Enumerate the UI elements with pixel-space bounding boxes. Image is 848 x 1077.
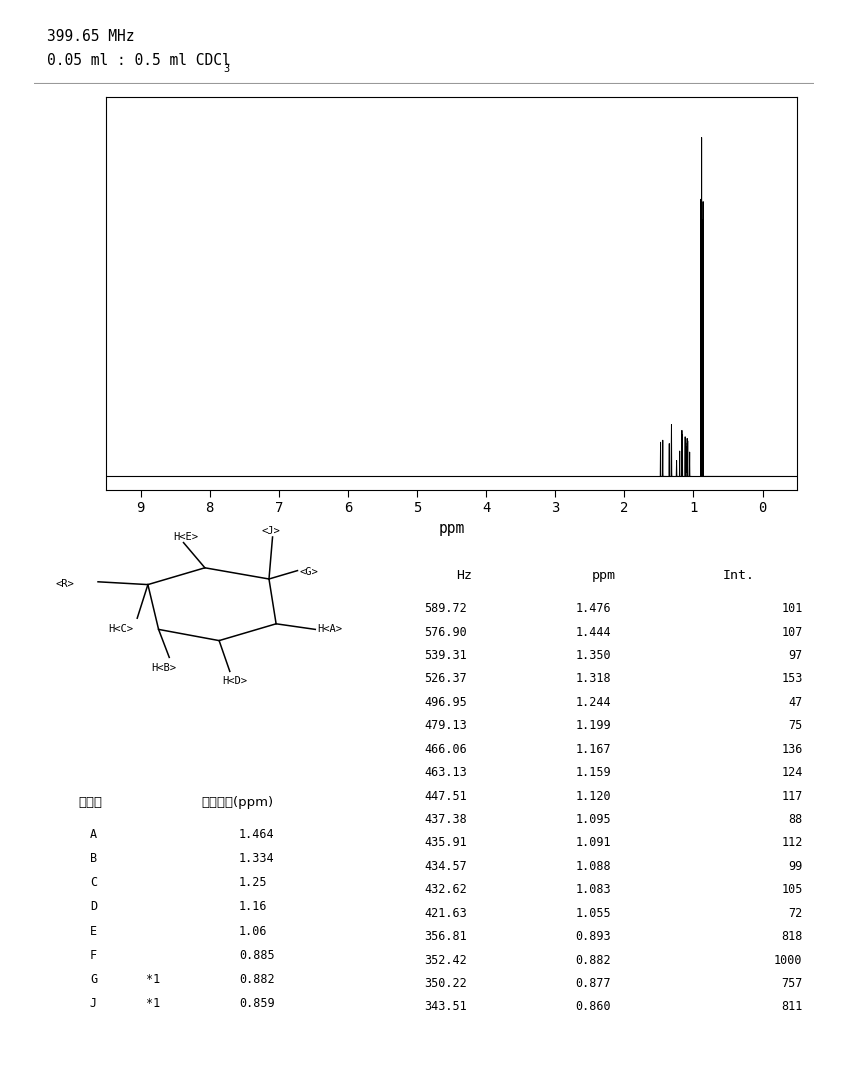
Text: 1.244: 1.244 (576, 696, 611, 709)
Text: <R>: <R> (55, 579, 74, 589)
Text: 432.62: 432.62 (424, 883, 466, 896)
Text: 107: 107 (781, 626, 802, 639)
Text: 466.06: 466.06 (424, 743, 466, 756)
Text: 576.90: 576.90 (424, 626, 466, 639)
Text: 化学位移(ppm): 化学位移(ppm) (202, 796, 274, 809)
Text: 1.06: 1.06 (239, 924, 268, 938)
Text: 447.51: 447.51 (424, 789, 466, 802)
Text: 1.350: 1.350 (576, 649, 611, 662)
Text: E: E (90, 924, 97, 938)
Text: 1.16: 1.16 (239, 900, 268, 913)
Text: <J>: <J> (262, 527, 281, 536)
Text: 47: 47 (789, 696, 802, 709)
Text: 0.860: 0.860 (576, 1001, 611, 1013)
Text: 757: 757 (781, 977, 802, 990)
Text: 526.37: 526.37 (424, 672, 466, 685)
Text: 1.095: 1.095 (576, 813, 611, 826)
Text: 88: 88 (789, 813, 802, 826)
Text: 479.13: 479.13 (424, 719, 466, 732)
Text: 496.95: 496.95 (424, 696, 466, 709)
Text: 818: 818 (781, 931, 802, 943)
Text: 1.25: 1.25 (239, 876, 268, 890)
Text: Int.: Int. (722, 569, 755, 582)
Text: 1.167: 1.167 (576, 743, 611, 756)
Text: 463.13: 463.13 (424, 766, 466, 779)
Text: D: D (90, 900, 97, 913)
Text: 1.159: 1.159 (576, 766, 611, 779)
Text: 1.318: 1.318 (576, 672, 611, 685)
Text: 标记氢: 标记氢 (79, 796, 103, 809)
Text: 105: 105 (781, 883, 802, 896)
Text: 75: 75 (789, 719, 802, 732)
Text: Hz: Hz (456, 569, 471, 582)
Text: 1.476: 1.476 (576, 602, 611, 615)
Text: H<E>: H<E> (173, 532, 198, 542)
Text: 1.055: 1.055 (576, 907, 611, 920)
Text: 3: 3 (224, 65, 230, 74)
Text: 99: 99 (789, 859, 802, 872)
Text: 1.199: 1.199 (576, 719, 611, 732)
Text: G: G (90, 973, 97, 987)
Text: 1.091: 1.091 (576, 837, 611, 850)
Text: *1: *1 (146, 997, 160, 1010)
Text: 97: 97 (789, 649, 802, 662)
Text: H<C>: H<C> (109, 625, 134, 634)
Text: 399.65 MHz: 399.65 MHz (47, 29, 134, 44)
Text: 1000: 1000 (774, 953, 802, 967)
Text: 0.882: 0.882 (239, 973, 275, 987)
Text: 0.05 ml : 0.5 ml CDCl: 0.05 ml : 0.5 ml CDCl (47, 53, 231, 68)
Text: 1.083: 1.083 (576, 883, 611, 896)
Text: 352.42: 352.42 (424, 953, 466, 967)
Text: 117: 117 (781, 789, 802, 802)
Text: 101: 101 (781, 602, 802, 615)
Text: 136: 136 (781, 743, 802, 756)
Text: 0.877: 0.877 (576, 977, 611, 990)
Text: 1.464: 1.464 (239, 827, 275, 841)
Text: 356.81: 356.81 (424, 931, 466, 943)
Text: H<A>: H<A> (317, 624, 342, 633)
Text: 1.334: 1.334 (239, 852, 275, 865)
Text: 0.893: 0.893 (576, 931, 611, 943)
Text: 0.885: 0.885 (239, 949, 275, 962)
Text: 421.63: 421.63 (424, 907, 466, 920)
Text: 539.31: 539.31 (424, 649, 466, 662)
Text: <G>: <G> (299, 567, 318, 577)
Text: 0.859: 0.859 (239, 997, 275, 1010)
Text: 434.57: 434.57 (424, 859, 466, 872)
Text: 112: 112 (781, 837, 802, 850)
Text: C: C (90, 876, 97, 890)
Text: H<D>: H<D> (223, 676, 248, 686)
Text: 1.088: 1.088 (576, 859, 611, 872)
Text: 1.120: 1.120 (576, 789, 611, 802)
Text: 589.72: 589.72 (424, 602, 466, 615)
Text: H<B>: H<B> (152, 663, 176, 673)
Text: *1: *1 (146, 973, 160, 987)
Text: 343.51: 343.51 (424, 1001, 466, 1013)
Text: 0.882: 0.882 (576, 953, 611, 967)
Text: 72: 72 (789, 907, 802, 920)
Text: B: B (90, 852, 97, 865)
Text: 124: 124 (781, 766, 802, 779)
Text: A: A (90, 827, 97, 841)
Text: 350.22: 350.22 (424, 977, 466, 990)
Text: 437.38: 437.38 (424, 813, 466, 826)
Text: 153: 153 (781, 672, 802, 685)
Text: J: J (90, 997, 97, 1010)
Text: 435.91: 435.91 (424, 837, 466, 850)
Text: 1.444: 1.444 (576, 626, 611, 639)
Text: ppm: ppm (591, 569, 616, 582)
Text: 811: 811 (781, 1001, 802, 1013)
Text: F: F (90, 949, 97, 962)
X-axis label: ppm: ppm (438, 520, 465, 535)
